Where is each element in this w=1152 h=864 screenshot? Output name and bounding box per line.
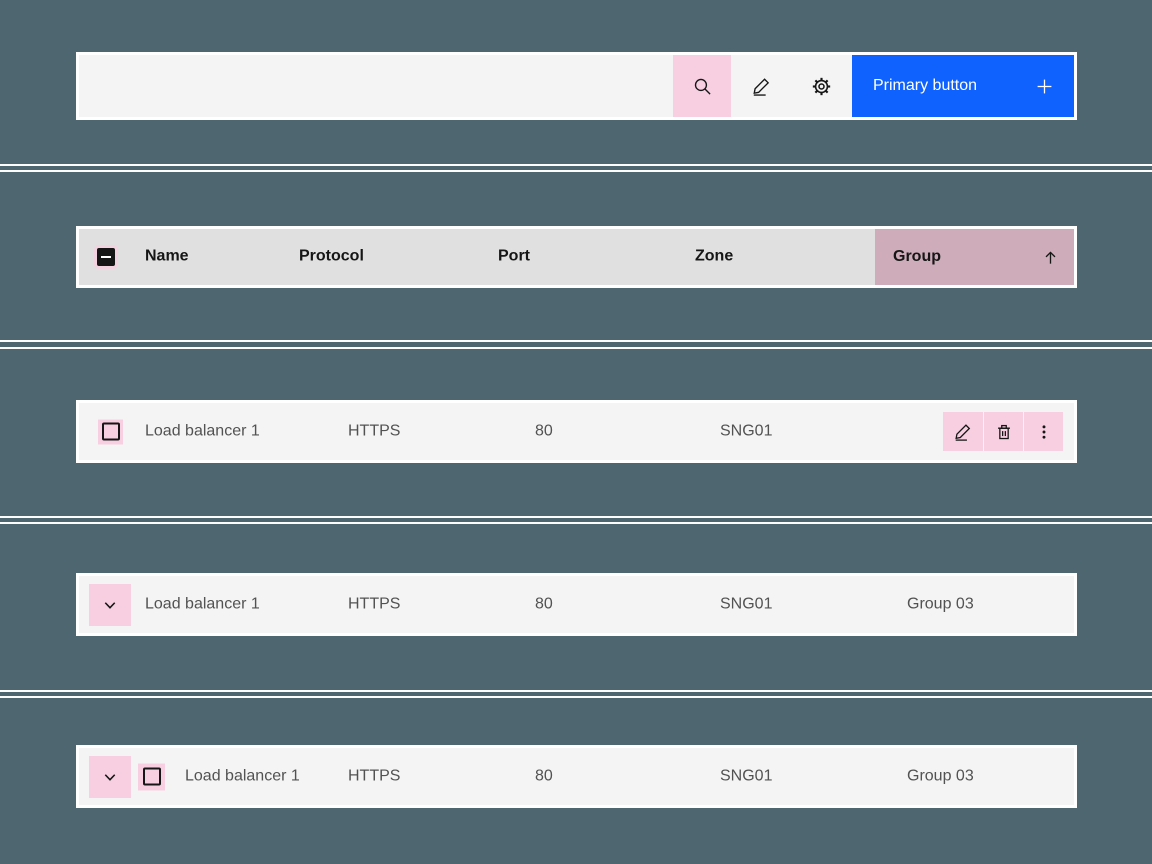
cell-port: 80	[535, 767, 553, 785]
select-all-checkbox[interactable]	[97, 248, 115, 266]
edit-icon	[954, 423, 972, 441]
cell-name: Load balancer 1	[145, 422, 260, 440]
chevron-down-icon	[101, 596, 119, 614]
column-header-protocol[interactable]: Protocol	[299, 247, 364, 265]
table-header-row: Name Protocol Port Zone Group	[76, 226, 1077, 288]
column-header-group-sorted[interactable]: Group	[875, 229, 1074, 285]
column-header-port[interactable]: Port	[498, 247, 530, 265]
arrow-up-icon	[1042, 249, 1059, 266]
column-header-group-label: Group	[893, 248, 941, 265]
row-checkbox[interactable]	[138, 763, 165, 790]
search-icon	[693, 77, 712, 96]
table-row[interactable]: Load balancer 1 HTTPS 80 SNG01	[76, 400, 1077, 463]
add-icon	[1036, 78, 1053, 95]
cell-name: Load balancer 1	[185, 767, 300, 785]
section-divider	[0, 522, 1152, 524]
cell-protocol: HTTPS	[348, 595, 401, 613]
cell-protocol: HTTPS	[348, 422, 401, 440]
checkbox-icon	[142, 767, 161, 786]
indeterminate-checkbox-icon	[97, 248, 115, 266]
row-edit-button[interactable]	[943, 412, 983, 451]
cell-protocol: HTTPS	[348, 767, 401, 785]
primary-button[interactable]: Primary button	[852, 55, 1074, 117]
cell-group: Group 03	[907, 595, 974, 613]
cell-zone: SNG01	[720, 595, 773, 613]
table-row-expandable[interactable]: Load balancer 1 HTTPS 80 SNG01 Group 03	[76, 573, 1077, 636]
row-checkbox[interactable]	[98, 419, 123, 444]
table-row-expandable-selectable[interactable]: Load balancer 1 HTTPS 80 SNG01 Group 03	[76, 745, 1077, 808]
settings-icon	[812, 77, 831, 96]
cell-group: Group 03	[907, 767, 974, 785]
settings-button[interactable]	[791, 55, 851, 117]
delete-icon	[995, 423, 1013, 441]
section-divider	[0, 690, 1152, 692]
checkbox-icon	[101, 422, 120, 441]
cell-zone: SNG01	[720, 767, 773, 785]
cell-port: 80	[535, 595, 553, 613]
section-divider	[0, 696, 1152, 698]
search-button[interactable]	[673, 55, 731, 117]
column-header-zone[interactable]: Zone	[695, 247, 734, 265]
row-actions	[943, 412, 1063, 451]
section-divider	[0, 516, 1152, 518]
row-expand-button[interactable]	[89, 584, 131, 626]
section-divider	[0, 340, 1152, 342]
cell-port: 80	[535, 422, 553, 440]
cell-zone: SNG01	[720, 422, 773, 440]
edit-icon	[752, 77, 771, 96]
chevron-down-icon	[101, 768, 119, 786]
table-toolbar: Primary button	[76, 52, 1077, 120]
row-expand-button[interactable]	[89, 756, 131, 798]
edit-button[interactable]	[731, 55, 791, 117]
row-delete-button[interactable]	[983, 412, 1023, 451]
primary-button-label: Primary button	[873, 77, 978, 94]
section-divider	[0, 164, 1152, 166]
section-divider	[0, 347, 1152, 349]
overflow-menu-icon	[1035, 423, 1053, 441]
cell-name: Load balancer 1	[145, 595, 260, 613]
row-overflow-menu-button[interactable]	[1023, 412, 1063, 451]
section-divider	[0, 170, 1152, 172]
column-header-name[interactable]: Name	[145, 247, 189, 265]
